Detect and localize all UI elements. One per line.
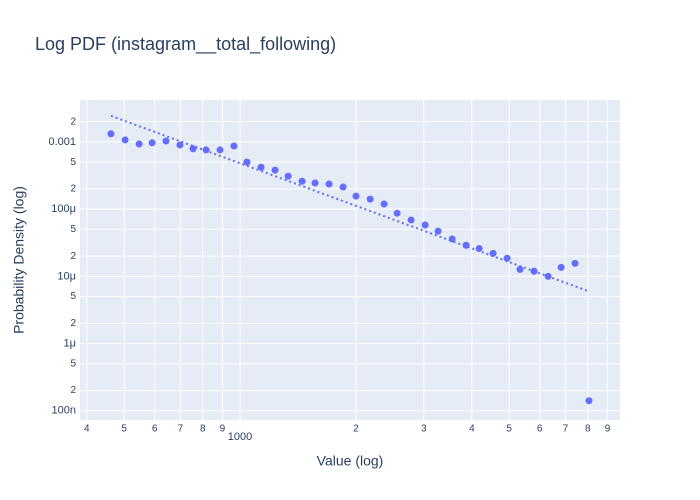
point (216, 146, 224, 154)
point (121, 136, 129, 144)
point (311, 179, 319, 187)
x-tick-label: 5 (121, 424, 127, 435)
point (298, 177, 306, 185)
point (148, 139, 156, 147)
chart-title: Log PDF (instagram__total_following) (35, 34, 336, 55)
y-tick-label: 5 (70, 358, 76, 369)
point (407, 216, 415, 224)
point (475, 244, 483, 252)
point (107, 130, 115, 138)
y-tick-label: 5 (70, 224, 76, 235)
y-tick-label: 2 (70, 318, 76, 329)
x-tick-label: 4 (84, 424, 90, 435)
y-tick-label: 100n (52, 405, 76, 417)
y-tick-label: 100μ (51, 203, 76, 215)
x-tick-label: 8 (200, 424, 206, 435)
y-tick-label: 2 (70, 184, 76, 195)
x-tick-label: 1000 (228, 431, 252, 443)
y-tick-label: 2 (70, 251, 76, 262)
plot-area (80, 100, 620, 420)
y-axis-label: Probability Density (log) (11, 186, 27, 334)
x-axis-label: Value (log) (317, 453, 384, 469)
x-tick-label: 2 (353, 424, 359, 435)
point (366, 195, 374, 203)
point (352, 192, 360, 200)
x-tick-label: 6 (537, 424, 543, 435)
point (421, 221, 429, 229)
point (284, 172, 292, 180)
x-tick-label: 5 (506, 424, 512, 435)
point (503, 254, 511, 262)
x-tick-label: 7 (178, 424, 184, 435)
y-tick-label: 0.001 (48, 136, 76, 148)
point (230, 142, 238, 150)
y-tick-label: 5 (70, 157, 76, 168)
y-tick-label: 1μ (64, 337, 76, 349)
y-tick-label: 5 (70, 291, 76, 302)
point (257, 163, 265, 171)
x-tick-label: 9 (605, 424, 611, 435)
y-tick-label: 2 (70, 385, 76, 396)
point (162, 137, 170, 145)
point (585, 397, 593, 405)
x-tick-label: 6 (152, 424, 158, 435)
point (271, 166, 279, 174)
point (339, 183, 347, 191)
point (434, 227, 442, 235)
x-tick-label: 3 (421, 424, 427, 435)
point (557, 263, 565, 271)
point (325, 180, 333, 188)
y-tick-label: 10μ (57, 270, 76, 282)
point (516, 265, 524, 273)
point (571, 259, 579, 267)
x-tick-label: 4 (469, 424, 475, 435)
point (393, 209, 401, 217)
point (380, 200, 388, 208)
point (135, 140, 143, 148)
x-tick-label: 8 (585, 424, 591, 435)
y-tick-label: 2 (70, 116, 76, 127)
point (189, 145, 197, 153)
point (243, 158, 251, 166)
x-tick-label: 9 (220, 424, 226, 435)
x-tick-label: 7 (563, 424, 569, 435)
marks (107, 114, 593, 405)
point (176, 141, 184, 149)
